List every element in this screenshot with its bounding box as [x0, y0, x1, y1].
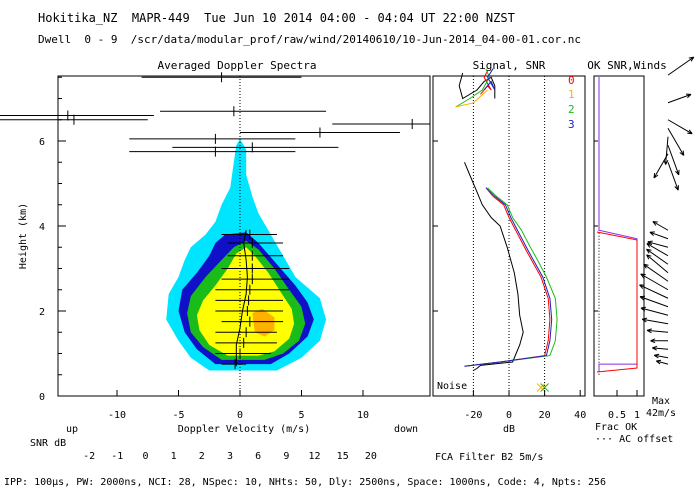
doppler-axes-frame: [57, 75, 431, 397]
signal-series-snr-2: [464, 187, 558, 367]
y-tick-label: 4: [39, 222, 45, 233]
wind-vector-7: [667, 162, 679, 191]
frac-ok-line: [598, 77, 638, 371]
header-title: Hokitika_NZ MAPR-449 Tue Jun 10 2014 04:…: [38, 11, 515, 25]
wind-vector-15: [640, 273, 669, 291]
signal-plot: [455, 68, 558, 396]
doppler-y-axis-label: Height (km): [18, 203, 29, 269]
wind-vector-23: [653, 353, 669, 359]
winds-x-tick-label: 1: [634, 410, 640, 421]
colorbar-label-1: -1: [111, 451, 123, 462]
winds-x-tick-label: 0.5: [608, 410, 626, 421]
signal-series-snr-0: [464, 187, 551, 367]
wind-vector-8: [652, 221, 669, 231]
y-tick-label: 2: [39, 307, 45, 318]
wind-vector-0: [667, 56, 695, 76]
wind-vector-21: [650, 338, 669, 344]
signal-series-upper-black: [458, 72, 496, 100]
signal-series-upper-orange: [455, 89, 488, 108]
series-label-3: 3: [568, 118, 575, 131]
signal-x-tick-label: -20: [464, 410, 482, 421]
signal-series-upper-green: [455, 68, 490, 108]
wind-vector-19: [641, 317, 669, 325]
wind-vector-3: [667, 127, 685, 156]
x-tick-label: 0: [237, 410, 243, 421]
wind-vector-12: [646, 248, 669, 265]
signal-x-axis-label: dB: [503, 424, 515, 435]
wind-profile-line: [235, 230, 248, 367]
colorbar-label-8: 12: [308, 451, 320, 462]
frac-ok-red: [596, 231, 638, 373]
colorbar-label-10: 20: [365, 451, 377, 462]
doppler-panel-title: Averaged Doppler Spectra: [158, 59, 317, 72]
wind-vector-20: [646, 328, 669, 334]
x-tick-label: 10: [357, 410, 369, 421]
signal-series-upper-blue: [483, 68, 496, 91]
colorbar-label-7: 9: [283, 451, 289, 462]
series-label-1: 1: [568, 88, 575, 101]
doppler-x-axis-label: Doppler Velocity (m/s): [178, 424, 310, 435]
wind-vector-9: [649, 231, 669, 240]
winds-plot: [596, 56, 695, 375]
up-label: up: [66, 424, 78, 435]
wind-vector-5: [667, 145, 680, 176]
wind-vector-22: [652, 345, 669, 351]
noise-marker-0: [536, 383, 546, 392]
spectrum-contour-4: [252, 308, 275, 337]
x-tick-label: -5: [172, 410, 184, 421]
colorbar-label-2: 0: [142, 451, 148, 462]
x-tick-label: -10: [108, 410, 126, 421]
signal-panel-title: Signal, SNR: [473, 59, 546, 72]
wind-vector-24: [655, 359, 669, 365]
noise-label: Noise: [437, 381, 467, 392]
max-value: 42m/s: [646, 408, 676, 419]
filter-label: FCA Filter B2 5m/s: [435, 452, 543, 463]
x-tick-label: 5: [298, 410, 304, 421]
winds-axes-frame: [593, 75, 645, 397]
colorbar-label-9: 15: [337, 451, 349, 462]
signal-series-snr-3: [464, 187, 553, 367]
signal-x-tick-label: 40: [574, 410, 586, 421]
ac-offset-label: ··· AC offset: [595, 434, 673, 445]
wind-vector-14: [643, 263, 669, 282]
colorbar-label-0: -2: [83, 451, 95, 462]
wind-vector-6: [653, 153, 669, 179]
winds-panel-title: OK SNR,Winds: [587, 59, 666, 72]
y-tick-label: 0: [39, 392, 45, 403]
series-label-0: 0: [568, 74, 575, 87]
footer-parameters: IPP: 100µs, PW: 2000ns, NCI: 28, NSpec: …: [4, 477, 607, 488]
down-label: down: [394, 424, 418, 435]
wind-vector-1: [667, 93, 692, 104]
doppler-plot: [0, 72, 430, 396]
header-file-path: Dwell 0 - 9 /scr/data/modular_prof/raw/w…: [38, 33, 582, 46]
snr-colorbar: -2 -1 0 1 2 3 6 9 12 15 20: [83, 451, 377, 462]
y-tick-label: 6: [39, 137, 45, 148]
signal-x-tick-label: 20: [539, 410, 551, 421]
wind-vector-17: [639, 295, 669, 308]
colorbar-label-5: 3: [227, 451, 233, 462]
wind-vector-2: [667, 119, 693, 135]
frac-ok-label: Frac OK: [595, 422, 637, 433]
wind-vector-13: [646, 254, 669, 274]
noise-marker-1: [540, 383, 549, 392]
wind-vector-11: [646, 243, 669, 257]
max-label: Max: [652, 396, 670, 407]
colorbar-label-6: 6: [255, 451, 261, 462]
wind-vector-16: [639, 284, 669, 299]
signal-x-tick-label: 0: [506, 410, 512, 421]
colorbar-label-3: 1: [171, 451, 177, 462]
snr-db-label: SNR dB: [30, 438, 66, 449]
signal-series-signal: [464, 162, 524, 371]
wind-vector-18: [640, 306, 669, 316]
series-label-2: 2: [568, 103, 575, 116]
colorbar-label-4: 2: [199, 451, 205, 462]
